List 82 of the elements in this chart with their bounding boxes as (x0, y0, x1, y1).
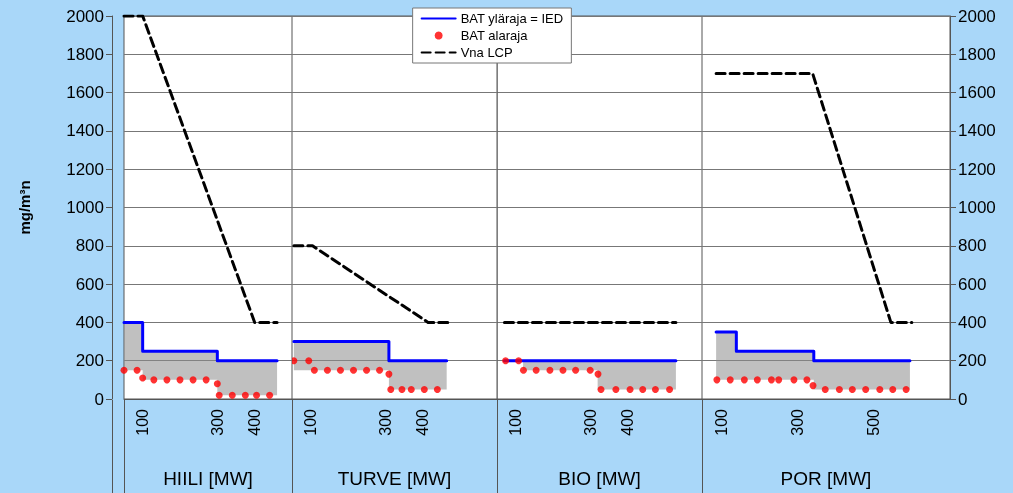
point (363, 366, 371, 374)
x-tick-label: 300 (788, 408, 806, 436)
y-tick-label: 1000 (958, 198, 996, 217)
point (213, 380, 221, 388)
legend-label: BAT alaraja (460, 28, 529, 43)
point (215, 391, 223, 399)
point (163, 376, 171, 384)
point (139, 374, 147, 382)
point (502, 357, 510, 365)
point (323, 366, 331, 374)
point (202, 376, 210, 384)
y-tick-label: 600 (958, 274, 987, 294)
y-tick-label: 1800 (958, 44, 996, 64)
point (189, 376, 197, 384)
point (612, 385, 620, 393)
x-tick-label: 500 (865, 408, 883, 436)
y-tick-label: 400 (75, 312, 104, 332)
y-tick-label: 2000 (958, 6, 996, 26)
point (420, 385, 428, 393)
point (407, 385, 415, 393)
y-tick-label: 0 (94, 389, 104, 409)
point (666, 385, 674, 393)
y-tick-label: 1400 (66, 121, 104, 141)
point (572, 366, 580, 374)
point (532, 366, 540, 374)
y-tick-label: 400 (958, 312, 987, 332)
y-tick-label: 800 (958, 236, 987, 256)
y-tick-label: 1800 (66, 44, 104, 64)
point (350, 366, 357, 374)
x-tick-label: 300 (208, 408, 226, 436)
point (133, 366, 141, 374)
x-axis-title: TURVE [MW] (337, 468, 452, 489)
point (305, 357, 313, 365)
point (651, 385, 659, 393)
x-axis-title: POR [MW] (780, 468, 872, 489)
x-tick-label: 100 (507, 408, 525, 436)
point (559, 366, 567, 374)
point (376, 366, 384, 374)
y-tick-label: 800 (75, 236, 104, 256)
point (241, 391, 249, 399)
point (626, 385, 634, 393)
y-tick-label: 2000 (66, 6, 104, 26)
point (546, 366, 554, 374)
legend-label: BAT yläraja = IED (460, 11, 564, 26)
point (387, 385, 395, 393)
point (150, 376, 158, 384)
x-tick-label: 100 (134, 408, 152, 436)
y-tick-label: 200 (75, 351, 104, 371)
y-tick-label: 600 (75, 274, 104, 294)
point (253, 391, 261, 399)
legend-label: Vna LCP (460, 45, 513, 60)
point (120, 366, 128, 374)
y-tick-label: 1200 (66, 159, 104, 179)
point (266, 391, 274, 399)
x-tick-label: 300 (376, 408, 394, 436)
point (310, 366, 318, 374)
point (639, 385, 647, 393)
point (597, 385, 605, 393)
x-tick-label: 300 (581, 408, 599, 436)
x-tick-label: 100 (712, 408, 730, 436)
y-tick-label: 1600 (66, 83, 104, 103)
point (519, 366, 527, 374)
y-tick-label: 0 (958, 389, 968, 409)
point (228, 391, 236, 399)
point (336, 366, 344, 374)
y-axis-title: mg/m³n (16, 180, 33, 235)
point (433, 385, 441, 393)
x-tick-label: 400 (246, 408, 264, 436)
point (292, 357, 298, 365)
point (398, 385, 406, 393)
x-tick-label: 400 (618, 408, 636, 436)
y-tick-label: 200 (958, 351, 987, 371)
y-tick-label: 1200 (958, 159, 996, 179)
point (515, 357, 523, 365)
x-tick-label: 100 (302, 408, 320, 436)
y-tick-label: 1000 (66, 198, 104, 217)
y-tick-label: 1400 (958, 121, 996, 141)
x-tick-label: 400 (413, 408, 431, 436)
x-axis-title: BIO [MW] (558, 468, 641, 489)
x-axis-title: HIILI [MW] (163, 468, 253, 489)
y-tick-label: 1600 (958, 83, 996, 103)
point (586, 366, 594, 374)
